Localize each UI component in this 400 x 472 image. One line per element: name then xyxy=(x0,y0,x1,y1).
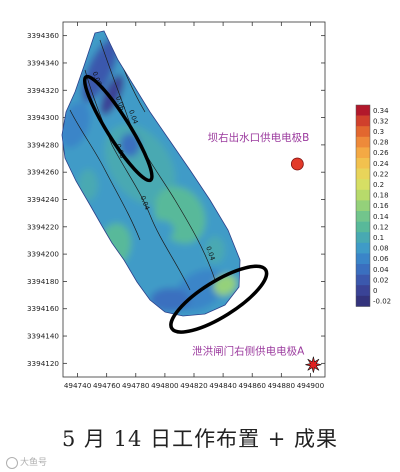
colorbar-swatch xyxy=(356,211,370,222)
colorbar-swatch xyxy=(356,253,370,265)
y-tick-label: 3394180 xyxy=(27,277,59,286)
y-tick-label: 3394200 xyxy=(27,250,59,259)
colorbar-label: 0.12 xyxy=(373,223,389,231)
colorbar-label: 0.22 xyxy=(373,170,389,178)
colorbar-frame xyxy=(355,104,371,307)
colorbar-swatch xyxy=(356,179,370,191)
field-blob xyxy=(205,236,225,264)
colorbar-swatch xyxy=(356,136,370,148)
colorbar-swatch xyxy=(356,158,370,169)
colorbar-label: 0 xyxy=(373,287,377,295)
colorbar-label: 0.04 xyxy=(373,266,389,274)
x-tick-label: 494740 xyxy=(64,381,92,390)
x-tick-label: 494780 xyxy=(122,381,150,390)
y-tick-label: 3394260 xyxy=(27,168,59,177)
field-blob xyxy=(120,133,140,157)
watermark: 大鱼号 xyxy=(6,455,47,469)
colorbar-swatch xyxy=(356,295,370,307)
colorbar-label: 0.1 xyxy=(373,234,384,242)
electrode-b-label: 坝右出水口供电电极B xyxy=(208,131,310,144)
y-tick-label: 3394320 xyxy=(27,86,59,95)
colorbar-swatch xyxy=(356,126,370,138)
y-tick-label: 3394300 xyxy=(27,113,59,122)
colorbar-label: 0.2 xyxy=(373,181,384,189)
x-tick-label: 494760 xyxy=(93,381,121,390)
electrode-b-marker xyxy=(290,157,304,171)
colorbar-swatch xyxy=(356,221,370,233)
colorbar: 0.34 0.32 0.3 0.28 0.26 0.24 0.22 0.2 0.18 0.16 0.… xyxy=(355,104,391,307)
colorbar-label: 0.16 xyxy=(373,202,389,210)
field-blob xyxy=(62,101,91,149)
colorbar-label: -0.02 xyxy=(373,298,391,306)
y-tick-label: 3394140 xyxy=(27,332,59,341)
y-tick-label: 3394280 xyxy=(27,140,59,149)
colorbar-swatch xyxy=(356,115,370,127)
colorbar-swatch xyxy=(356,242,370,254)
x-tick-label: 494840 xyxy=(209,381,237,390)
colorbar-label: 0.26 xyxy=(373,149,389,157)
colorbar-swatch xyxy=(356,105,370,116)
contour-line xyxy=(99,39,216,281)
field-blob xyxy=(146,220,174,240)
colorbar-swatch xyxy=(356,274,370,286)
x-tick-label: 494860 xyxy=(239,381,267,390)
colorbar-swatch xyxy=(356,200,370,212)
x-tick-label: 494900 xyxy=(297,381,325,390)
y-tick-label: 3394220 xyxy=(27,222,59,231)
colorbar-label: 0.18 xyxy=(373,192,389,200)
x-tick-label: 494820 xyxy=(180,381,208,390)
contour-line xyxy=(69,109,141,241)
colorbar-swatch xyxy=(356,189,370,201)
colorbar-label: 0.08 xyxy=(373,245,389,253)
watermark-text: 大鱼号 xyxy=(20,458,48,468)
colorbar-swatch xyxy=(356,147,370,159)
survey-map-chart: 494740 494760 494780 494800 494820 494840 4948… xyxy=(27,21,391,390)
y-tick-label: 3394120 xyxy=(27,359,59,368)
y-tick-label: 3394360 xyxy=(27,31,59,40)
colorbar-label: 0.06 xyxy=(373,255,389,263)
highlight-ring xyxy=(82,74,154,183)
x-tick-label: 494880 xyxy=(268,381,296,390)
field-blob xyxy=(81,37,119,103)
annotations: 坝右出水口供电电极B 泄洪闸门右侧供电电极A xyxy=(82,74,322,373)
contour-line xyxy=(84,69,191,291)
field-blob xyxy=(100,74,124,116)
colorbar-swatch xyxy=(356,168,370,180)
electrode-a-label: 泄洪闸门右侧供电电极A xyxy=(192,345,305,358)
colorbar-label: 0.24 xyxy=(373,160,389,168)
colorbar-label: 0.3 xyxy=(373,128,384,136)
colorbar-label: 0.14 xyxy=(373,213,389,221)
y-tick-label: 3394240 xyxy=(27,195,59,204)
watermark-logo-icon xyxy=(6,456,18,469)
colorbar-swatch xyxy=(356,232,370,244)
colorbar-swatch xyxy=(356,264,370,275)
contour-group xyxy=(69,39,216,291)
y-tick-label: 3394340 xyxy=(27,58,59,67)
electrode-a-marker xyxy=(305,356,322,373)
colorbar-label: 0.28 xyxy=(373,139,389,147)
colorbar-label: 0.02 xyxy=(373,276,389,284)
x-tick-label: 494800 xyxy=(151,381,179,390)
colorbar-label: 0.32 xyxy=(373,117,389,125)
figure-caption: 5 月 14 日工作布置 + 成果 xyxy=(61,427,339,451)
colorbar-swatch xyxy=(356,285,370,297)
highlight-ring xyxy=(169,264,269,334)
colorbar-label: 0.34 xyxy=(373,107,389,115)
y-tick-label: 3394160 xyxy=(27,304,59,313)
